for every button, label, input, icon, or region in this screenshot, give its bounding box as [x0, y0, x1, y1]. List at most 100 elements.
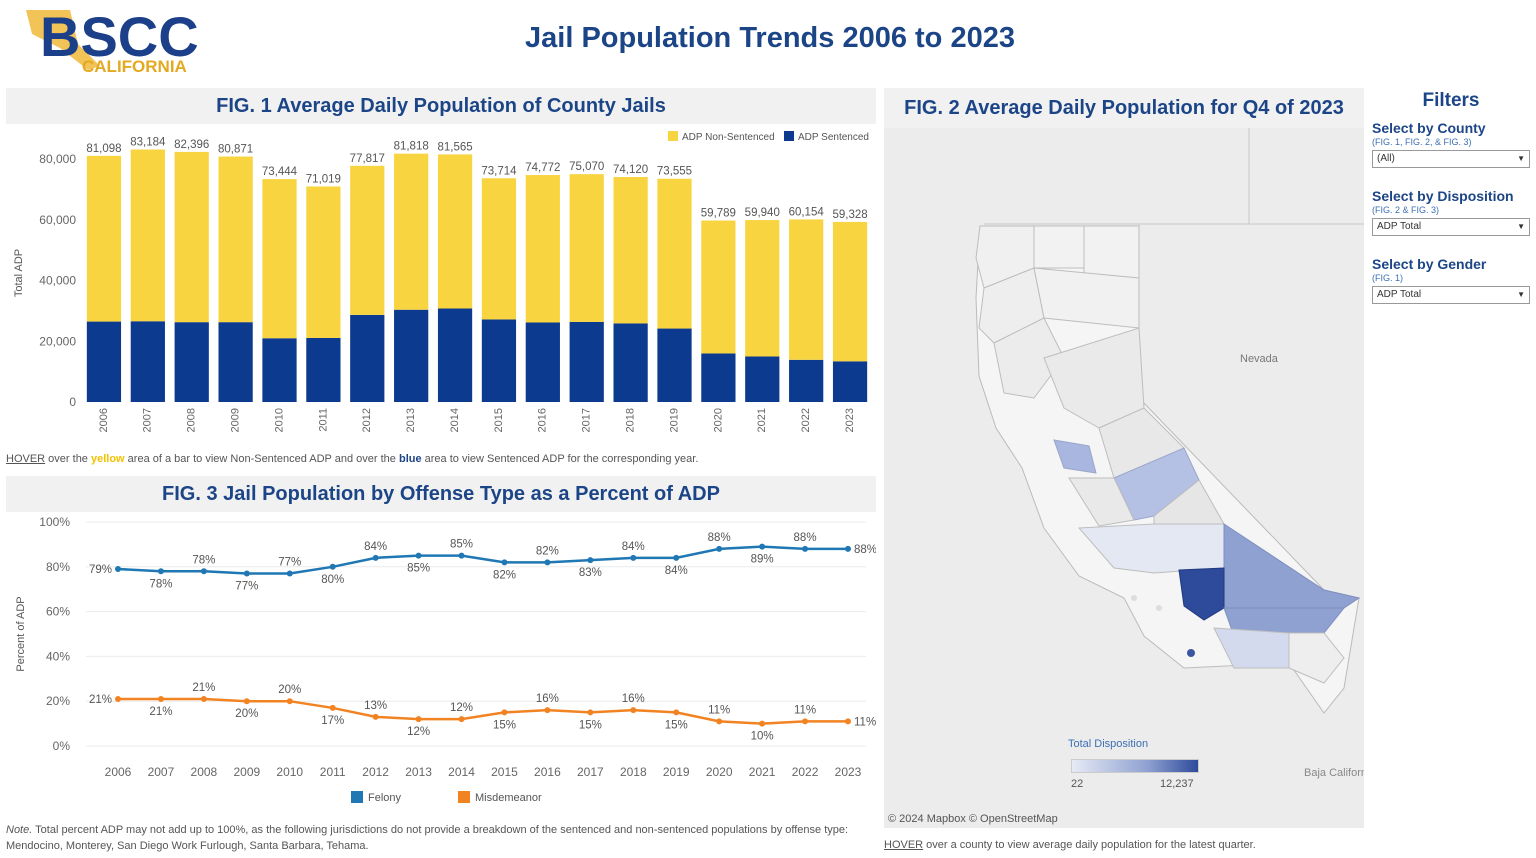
bar-sentenced[interactable] [174, 322, 209, 402]
county-select[interactable]: (All) ▼ [1372, 150, 1530, 168]
felony-point[interactable] [845, 545, 851, 552]
misdemeanor-point[interactable] [200, 695, 207, 702]
bar-sentenced[interactable] [350, 314, 385, 402]
felony-point[interactable] [286, 570, 293, 577]
felony-point[interactable] [115, 566, 121, 573]
bar-sentenced[interactable] [481, 319, 517, 402]
footnote-text: Total percent ADP may not add up to 100%… [6, 824, 849, 852]
bar-non-sentenced[interactable] [569, 174, 604, 322]
bar-non-sentenced[interactable] [350, 165, 385, 315]
felony-point[interactable] [544, 559, 551, 566]
bar-non-sentenced[interactable] [525, 175, 560, 323]
fig1-x-tick-label: 2014 [449, 408, 461, 432]
misdemeanor-point[interactable] [286, 698, 293, 705]
bar-non-sentenced[interactable] [657, 178, 692, 329]
misdemeanor-line[interactable] [118, 697, 848, 725]
misdemeanor-point[interactable] [630, 707, 637, 714]
misdemeanor-point[interactable] [544, 707, 551, 714]
bar-non-sentenced[interactable] [481, 178, 517, 320]
bar-non-sentenced[interactable] [394, 153, 429, 310]
misdemeanor-point[interactable] [759, 720, 766, 727]
bar-sentenced[interactable] [306, 337, 341, 402]
felony-point[interactable] [630, 554, 637, 561]
misdemeanor-point[interactable] [716, 718, 723, 725]
bar-sentenced[interactable] [832, 361, 868, 402]
bar-non-sentenced[interactable] [86, 155, 122, 322]
bar-non-sentenced[interactable] [130, 149, 165, 322]
bar-total-label: 60,154 [789, 206, 825, 218]
felony-data-label: 84% [622, 541, 645, 553]
county-shape[interactable] [1033, 267, 1140, 329]
bar-sentenced[interactable] [262, 338, 297, 402]
felony-line[interactable] [117, 545, 848, 575]
bar-non-sentenced[interactable] [701, 220, 736, 354]
misdemeanor-point[interactable] [415, 716, 422, 723]
disposition-select[interactable]: ADP Total ▼ [1372, 218, 1530, 236]
misdemeanor-point[interactable] [845, 718, 851, 725]
bar-sentenced[interactable] [657, 328, 692, 402]
felony-point[interactable] [673, 554, 680, 561]
bar-sentenced[interactable] [789, 359, 824, 402]
misdemeanor-point[interactable] [673, 709, 680, 716]
bar-non-sentenced[interactable] [262, 179, 297, 339]
bar-sentenced[interactable] [613, 323, 648, 402]
california-county-map[interactable]: Nevada Baja California [884, 128, 1364, 828]
county-shape[interactable] [1068, 477, 1135, 527]
fig3-x-tick-label: 2007 [148, 765, 175, 779]
misdemeanor-data-label: 21% [89, 694, 112, 706]
felony-point[interactable] [501, 559, 508, 566]
bar-sentenced[interactable] [218, 322, 253, 402]
felony-point[interactable] [372, 554, 379, 561]
misdemeanor-point[interactable] [372, 713, 379, 720]
gender-select[interactable]: ADP Total ▼ [1372, 286, 1530, 304]
bar-non-sentenced[interactable] [832, 221, 868, 362]
felony-point[interactable] [329, 563, 336, 570]
felony-point[interactable] [716, 545, 723, 552]
misdemeanor-data-label: 16% [622, 693, 645, 705]
misdemeanor-point[interactable] [587, 709, 594, 716]
felony-point[interactable] [243, 570, 250, 577]
bar-sentenced[interactable] [86, 321, 122, 402]
bar-non-sentenced[interactable] [789, 219, 824, 360]
misdemeanor-point[interactable] [157, 695, 164, 702]
fig1-x-tick-label: 2019 [668, 408, 680, 432]
felony-point[interactable] [587, 557, 594, 564]
felony-data-label: 85% [450, 539, 473, 551]
misdemeanor-point[interactable] [115, 695, 121, 702]
fig1-x-tick-label: 2020 [712, 408, 724, 432]
county-shape[interactable] [1083, 225, 1140, 279]
bar-non-sentenced[interactable] [174, 151, 209, 323]
misdemeanor-point[interactable] [802, 718, 809, 725]
bar-sentenced[interactable] [701, 353, 736, 402]
fig3-line-chart[interactable]: Percent of ADP 0% 20% 40% 60% 80% 100% 2006 2007… [6, 512, 876, 812]
felony-point[interactable] [802, 545, 809, 552]
county-shape[interactable] [1178, 567, 1225, 621]
bar-sentenced[interactable] [569, 321, 604, 402]
bar-non-sentenced[interactable] [218, 156, 253, 323]
bar-sentenced[interactable] [130, 321, 165, 402]
fig2-title: FIG. 2 Average Daily Population for Q4 o… [884, 88, 1364, 128]
bar-sentenced[interactable] [394, 309, 429, 402]
felony-point[interactable] [458, 552, 465, 559]
felony-point[interactable] [157, 568, 164, 575]
felony-point[interactable] [200, 568, 207, 575]
bar-sentenced[interactable] [745, 356, 780, 402]
misdemeanor-point[interactable] [243, 698, 250, 705]
felony-point[interactable] [759, 543, 766, 550]
fig1-bar-chart[interactable]: Total ADP 0 20,000 40,000 60,000 80,000 81,098… [6, 124, 876, 449]
bar-non-sentenced[interactable] [745, 220, 780, 357]
misdemeanor-point[interactable] [501, 709, 508, 716]
felony-point[interactable] [415, 552, 422, 559]
bar-non-sentenced[interactable] [437, 154, 473, 309]
bar-sentenced[interactable] [525, 322, 560, 402]
bar-non-sentenced[interactable] [613, 177, 648, 324]
misdemeanor-point[interactable] [458, 716, 465, 723]
bar-sentenced[interactable] [437, 308, 473, 402]
county-shape[interactable] [993, 317, 1065, 399]
county-shape[interactable] [1053, 439, 1097, 474]
county-shape[interactable] [1033, 225, 1085, 269]
bar-total-label: 82,396 [174, 139, 209, 151]
county-shape[interactable] [1288, 632, 1345, 684]
misdemeanor-point[interactable] [329, 704, 336, 711]
bar-non-sentenced[interactable] [306, 186, 341, 338]
